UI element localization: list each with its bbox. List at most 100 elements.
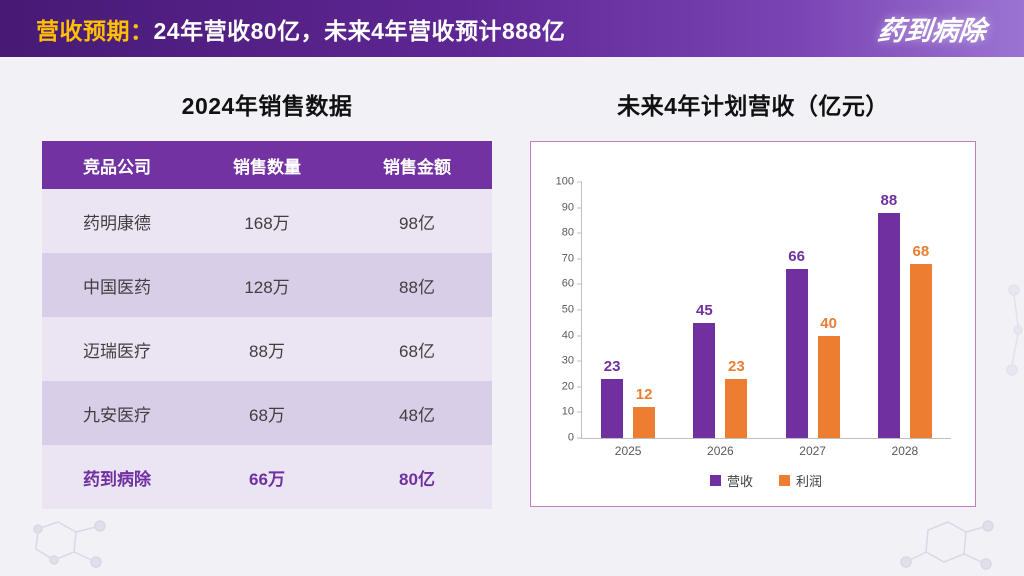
bar-column: 12 <box>633 182 656 438</box>
amount-cell: 88亿 <box>342 253 492 317</box>
sales-table-section: 2024年销售数据 竞品公司 销售数量 销售金额 药明康德 168万 98亿 <box>42 87 492 509</box>
table-row: 迈瑞医疗 88万 68亿 <box>42 317 492 381</box>
legend-label: 利润 <box>796 474 823 489</box>
bar-利润 <box>817 335 840 438</box>
y-tick-label: 20 <box>561 380 574 393</box>
table-title: 2024年销售数据 <box>181 93 353 119</box>
header-title: 24年营收80亿，未来4年营收预计888亿 <box>153 17 566 44</box>
bar-营收 <box>785 269 808 438</box>
quantity-cell: 66万 <box>192 445 342 509</box>
bar-value-label: 66 <box>788 248 805 266</box>
y-tick-label: 50 <box>561 303 574 316</box>
y-tick-label: 100 <box>555 175 574 188</box>
y-tick-label: 0 <box>567 431 574 444</box>
bar-column: 23 <box>725 182 748 438</box>
quantity-cell: 128万 <box>192 253 342 317</box>
y-tick-label: 10 <box>561 405 574 418</box>
y-tick-mark <box>577 335 582 337</box>
bar-value-label: 68 <box>912 242 930 260</box>
column-header-quantity: 销售数量 <box>192 141 342 189</box>
y-tick-label: 30 <box>561 354 574 367</box>
bar-group: 45 23 2026 <box>693 182 748 458</box>
legend-swatch <box>779 475 790 486</box>
bar-value-label: 45 <box>696 301 713 319</box>
brand-logo: 药到病除 <box>876 16 988 47</box>
bar-column: 45 <box>693 182 716 438</box>
y-tick-mark <box>577 411 582 413</box>
legend-item: 利润 <box>779 471 822 490</box>
chart-title: 未来4年计划营收（亿元） <box>617 93 889 119</box>
bar-value-label: 40 <box>820 314 837 332</box>
bar-group: 23 12 2025 <box>601 182 656 458</box>
chart-legend: 营收 利润 <box>581 471 951 490</box>
y-tick-mark <box>577 207 582 209</box>
bar-group: 88 68 2028 <box>877 182 932 458</box>
bar-利润 <box>909 263 932 438</box>
x-axis-label: 2025 <box>614 444 642 458</box>
bar-value-label: 12 <box>635 386 653 404</box>
chart-section: 未来4年计划营收（亿元） 0 10 20 30 40 50 60 70 80 90 100 23 12… <box>530 87 976 509</box>
company-cell: 药明康德 <box>42 189 192 253</box>
legend-swatch <box>709 475 721 486</box>
x-axis-label: 2027 <box>799 444 826 458</box>
bar-value-label: 23 <box>603 358 621 376</box>
column-header-company: 竞品公司 <box>42 141 192 189</box>
company-cell: 迈瑞医疗 <box>42 317 192 381</box>
company-cell: 药到病除 <box>42 445 192 509</box>
y-tick-label: 90 <box>561 201 574 214</box>
header-bar: 营收预期：24年营收80亿，未来4年营收预计888亿 药到病除 <box>0 0 1024 57</box>
y-tick-mark <box>577 386 582 388</box>
amount-cell: 68亿 <box>342 317 492 381</box>
x-axis-label: 2028 <box>891 444 919 458</box>
bar-column: 88 <box>877 182 900 438</box>
amount-cell: 48亿 <box>342 381 492 445</box>
y-tick-mark <box>577 181 582 183</box>
y-tick-mark <box>577 437 582 439</box>
company-cell: 中国医药 <box>42 253 192 317</box>
quantity-cell: 88万 <box>192 317 342 381</box>
bar-value-label: 88 <box>880 191 898 209</box>
bar-group: 66 40 2027 <box>785 182 840 458</box>
bar-营收 <box>877 212 900 438</box>
legend-label: 营收 <box>726 474 753 489</box>
table-row: 药明康德 168万 98亿 <box>42 189 492 253</box>
company-cell: 九安医疗 <box>42 381 192 445</box>
y-tick-mark <box>577 258 582 260</box>
bar-value-label: 23 <box>728 358 745 376</box>
y-tick-mark <box>577 232 582 234</box>
bar-column: 66 <box>785 182 808 438</box>
molecule-decoration <box>33 520 106 568</box>
molecule-decoration <box>900 520 994 570</box>
table-header-row: 竞品公司 销售数量 销售金额 <box>42 141 492 189</box>
plot-area: 0 10 20 30 40 50 60 70 80 90 100 23 12 2025 45 23 2026 6… <box>556 176 951 458</box>
table-row: 中国医药 128万 88亿 <box>42 253 492 317</box>
quantity-cell: 168万 <box>192 189 342 253</box>
table-row-highlight: 药到病除 66万 80亿 <box>42 445 492 509</box>
y-tick-mark <box>577 309 582 311</box>
column-header-amount: 销售金额 <box>342 141 492 189</box>
quantity-cell: 68万 <box>192 381 342 445</box>
chart-box: 0 10 20 30 40 50 60 70 80 90 100 23 12 2025 45 23 2026 6… <box>530 141 976 507</box>
y-tick-label: 70 <box>561 252 574 265</box>
bar-利润 <box>725 379 748 438</box>
amount-cell: 80亿 <box>342 445 492 509</box>
legend-item: 营收 <box>709 471 753 490</box>
header-text: 营收预期：24年营收80亿，未来4年营收预计888亿 <box>36 12 565 46</box>
bar-利润 <box>633 407 656 438</box>
header-highlight: 营收预期： <box>36 17 154 44</box>
y-tick-label: 60 <box>561 277 574 290</box>
bar-column: 23 <box>601 182 624 438</box>
y-tick-mark <box>577 283 582 285</box>
table-row: 九安医疗 68万 48亿 <box>42 381 492 445</box>
y-tick-label: 80 <box>561 226 574 239</box>
bar-营收 <box>601 379 624 438</box>
bar-column: 40 <box>817 182 840 438</box>
y-tick-mark <box>577 360 582 362</box>
y-tick-label: 40 <box>561 329 574 342</box>
amount-cell: 98亿 <box>342 189 492 253</box>
sales-table: 竞品公司 销售数量 销售金额 药明康德 168万 98亿 中国医药 128万 8… <box>42 141 492 509</box>
bar-营收 <box>693 322 716 438</box>
main-content: 2024年销售数据 竞品公司 销售数量 销售金额 药明康德 168万 98亿 <box>0 57 1024 509</box>
x-axis-label: 2026 <box>707 444 734 458</box>
